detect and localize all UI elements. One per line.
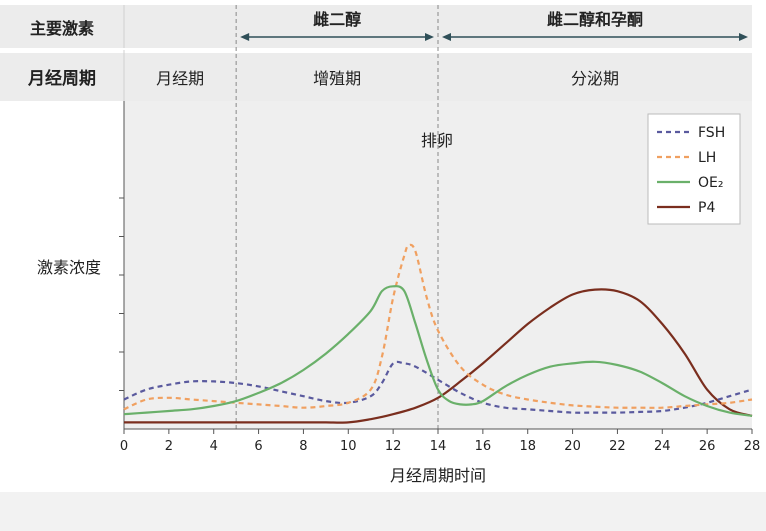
x-axis-ticks: 0 2 4 6 8 10 12 14 16 18 20 22 24 26 28 — [120, 429, 760, 454]
cycle-phase-label: 增殖期 — [313, 69, 361, 88]
x-tick-label: 22 — [609, 439, 626, 454]
x-tick-label: 18 — [519, 439, 536, 454]
phase-divider-lines — [235, 5, 439, 429]
x-axis-label: 月经周期时间 — [390, 466, 486, 485]
arrowhead-right-icon — [425, 33, 434, 41]
x-tick-label: 14 — [430, 439, 447, 454]
header-band-row2 — [0, 53, 752, 101]
x-tick-label: 20 — [564, 439, 581, 454]
legend-label: P4 — [698, 200, 715, 216]
series-line-fsh — [123, 360, 753, 414]
series-line-oe2 — [123, 285, 753, 417]
arrowhead-left-icon — [442, 33, 451, 41]
hormone-phase-label: 雌二醇和孕酮 — [547, 10, 643, 29]
x-tick-label: 0 — [120, 439, 128, 454]
y-axis-ticks — [119, 197, 124, 391]
x-tick-label: 8 — [299, 439, 307, 454]
header-band-row1 — [0, 5, 752, 49]
x-tick-label: 26 — [699, 439, 716, 454]
x-tick-label: 16 — [475, 439, 492, 454]
cycle-phase-label: 月经期 — [156, 69, 204, 88]
x-tick-label: 4 — [210, 439, 218, 454]
row1-label: 主要激素 — [30, 19, 94, 38]
x-tick-label: 2 — [165, 439, 173, 454]
x-tick-label: 24 — [654, 439, 671, 454]
bottom-band — [0, 492, 766, 531]
series-line-p4 — [123, 288, 753, 424]
legend: FSH LH OE₂ P4 — [647, 113, 741, 225]
legend-label: FSH — [698, 125, 725, 141]
cycle-phase-label: 分泌期 — [571, 69, 619, 88]
x-tick-label: 12 — [385, 439, 402, 454]
legend-label: OE₂ — [698, 175, 723, 191]
x-tick-label: 6 — [254, 439, 262, 454]
legend-box — [647, 113, 741, 225]
series-line-lh — [123, 243, 753, 411]
arrowhead-right-icon — [739, 33, 748, 41]
arrowhead-left-icon — [240, 33, 250, 41]
x-tick-label: 10 — [340, 439, 357, 454]
legend-label: LH — [698, 150, 716, 166]
y-axis-label: 激素浓度 — [37, 258, 101, 277]
hormone-phase-arrows: 雌二醇 雌二醇和孕酮 — [240, 10, 748, 41]
row2-label: 月经周期 — [27, 68, 96, 89]
cycle-phase-labels: 月经期 增殖期 分泌期 — [156, 69, 619, 88]
x-tick-label: 28 — [744, 439, 761, 454]
hormone-phase-label: 雌二醇 — [313, 10, 361, 29]
ovulation-annotation: 排卵 — [421, 131, 453, 150]
series-lines — [123, 243, 753, 424]
